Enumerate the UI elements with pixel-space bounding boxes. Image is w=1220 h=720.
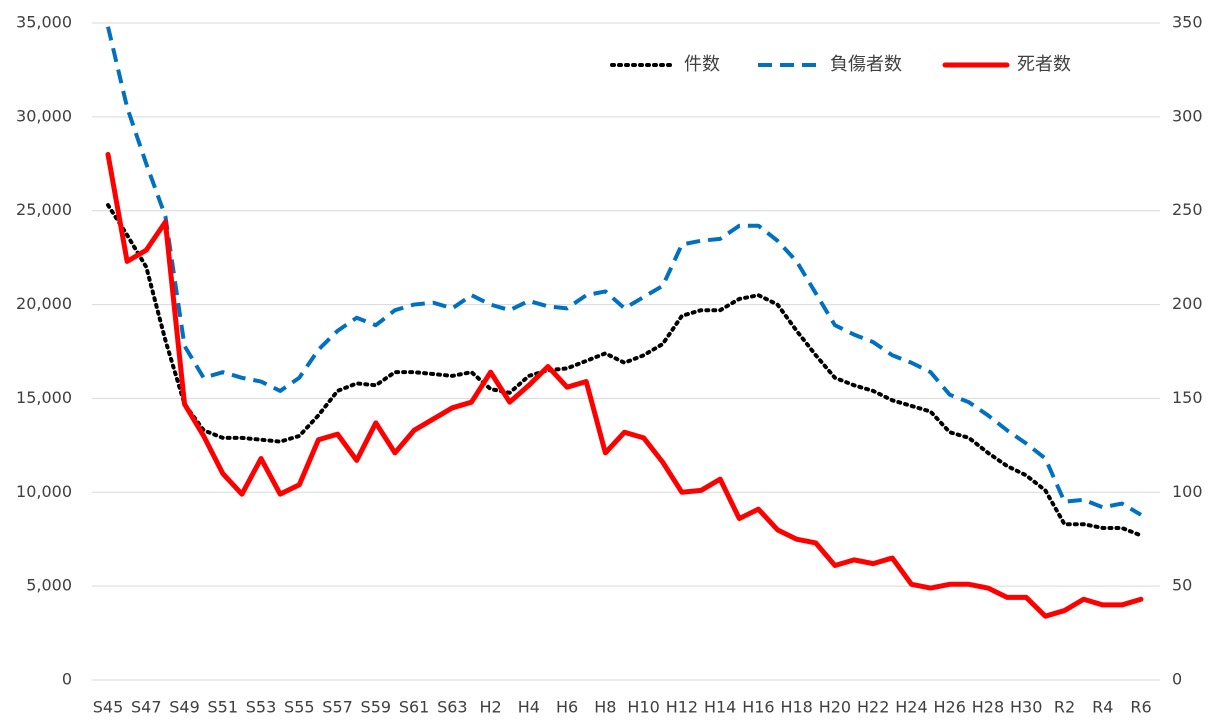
x-tick-label: H18 bbox=[780, 698, 812, 717]
legend-label: 負傷者数 bbox=[830, 54, 902, 75]
x-tick-label: S47 bbox=[131, 698, 162, 717]
y-tick-label: 15,000 bbox=[16, 388, 72, 407]
legend-label: 死者数 bbox=[1017, 54, 1071, 75]
x-tick-label: S53 bbox=[246, 698, 277, 717]
x-tick-label: R6 bbox=[1130, 698, 1151, 717]
y2-tick-label: 300 bbox=[1172, 106, 1203, 125]
x-tick-label: S55 bbox=[284, 698, 315, 717]
x-tick-label: H26 bbox=[934, 698, 966, 717]
x-tick-label: H22 bbox=[857, 698, 889, 717]
x-tick-label: R2 bbox=[1054, 698, 1075, 717]
y2-tick-label: 350 bbox=[1172, 13, 1203, 32]
y-tick-label: 20,000 bbox=[16, 294, 72, 313]
x-tick-label: H16 bbox=[742, 698, 774, 717]
series-line bbox=[106, 26, 1143, 517]
y2-tick-label: 100 bbox=[1172, 482, 1203, 501]
x-tick-label: S45 bbox=[93, 698, 124, 717]
x-tick-label: S63 bbox=[437, 698, 468, 717]
x-tick-label: H24 bbox=[895, 698, 927, 717]
x-tick-label: S57 bbox=[322, 698, 353, 717]
y-tick-label: 0 bbox=[62, 670, 72, 689]
x-tick-label: H30 bbox=[1010, 698, 1042, 717]
x-tick-label: S59 bbox=[361, 698, 392, 717]
x-tick-label: H20 bbox=[819, 698, 851, 717]
x-tick-label: H4 bbox=[518, 698, 540, 717]
y2-tick-label: 200 bbox=[1172, 294, 1203, 313]
y-tick-label: 25,000 bbox=[16, 200, 72, 219]
y-tick-label: 5,000 bbox=[26, 576, 72, 595]
x-tick-label: H12 bbox=[666, 698, 698, 717]
y2-tick-label: 150 bbox=[1172, 388, 1203, 407]
y2-tick-label: 250 bbox=[1172, 200, 1203, 219]
x-tick-label: H14 bbox=[704, 698, 736, 717]
x-tick-label: H2 bbox=[479, 698, 501, 717]
y2-tick-label: 50 bbox=[1172, 576, 1192, 595]
y-tick-label: 35,000 bbox=[16, 13, 72, 32]
y2-tick-label: 0 bbox=[1172, 670, 1182, 689]
x-tick-label: H8 bbox=[594, 698, 616, 717]
x-tick-label: R4 bbox=[1092, 698, 1113, 717]
series-line bbox=[106, 203, 1143, 538]
x-tick-label: S49 bbox=[169, 698, 200, 717]
y-tick-label: 30,000 bbox=[16, 106, 72, 125]
x-tick-label: H10 bbox=[627, 698, 659, 717]
x-tick-label: S51 bbox=[208, 698, 239, 717]
y-tick-label: 10,000 bbox=[16, 482, 72, 501]
x-tick-label: H6 bbox=[556, 698, 578, 717]
series-line bbox=[105, 151, 1144, 619]
legend-label: 件数 bbox=[684, 54, 720, 75]
x-tick-label: S61 bbox=[399, 698, 430, 717]
x-tick-label: H28 bbox=[972, 698, 1004, 717]
